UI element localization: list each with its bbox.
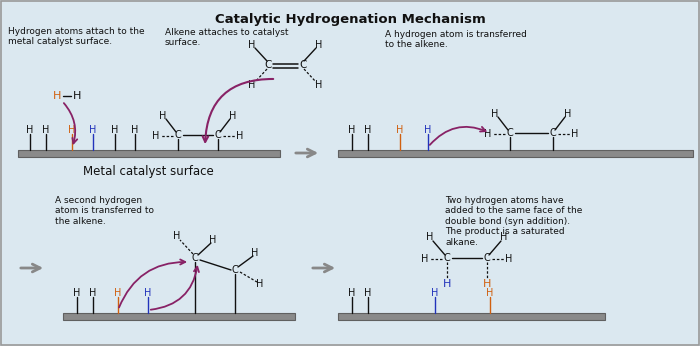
Text: H: H [90,125,97,135]
Text: A hydrogen atom is transferred
to the alkene.: A hydrogen atom is transferred to the al… [385,30,527,49]
Text: H: H [111,125,119,135]
Text: H: H [144,288,152,298]
Text: Hydrogen atoms attach to the
metal catalyst surface.: Hydrogen atoms attach to the metal catal… [8,27,145,46]
FancyArrowPatch shape [430,127,486,145]
Text: C: C [507,128,513,138]
Text: H: H [424,125,432,135]
Text: H: H [443,279,452,289]
Text: H: H [90,288,97,298]
Text: H: H [248,40,256,50]
Text: C: C [550,128,556,138]
Text: Two hydrogen atoms have
added to the same face of the
double bond (syn addition): Two hydrogen atoms have added to the sam… [445,196,582,247]
Text: H: H [73,91,81,101]
Text: H: H [483,279,491,289]
Text: C: C [444,253,450,263]
Text: H: H [315,80,323,90]
Text: H: H [364,288,372,298]
Text: H: H [132,125,139,135]
Text: H: H [421,254,428,264]
Text: Alkene attaches to catalyst
surface.: Alkene attaches to catalyst surface. [165,28,288,47]
Text: H: H [426,232,434,242]
FancyArrowPatch shape [150,267,199,310]
Text: H: H [396,125,404,135]
Text: C: C [192,253,198,263]
Text: Catalytic Hydrogenation Mechanism: Catalytic Hydrogenation Mechanism [215,13,485,26]
Text: H: H [571,129,579,139]
Text: H: H [153,131,160,141]
Text: H: H [491,109,498,119]
Text: H: H [248,80,256,90]
FancyArrowPatch shape [202,79,273,142]
Text: H: H [27,125,34,135]
Text: H: H [315,40,323,50]
Text: C: C [174,130,181,140]
Text: A second hydrogen
atom is transferred to
the alkene.: A second hydrogen atom is transferred to… [55,196,154,226]
Text: H: H [251,248,259,258]
Text: H: H [114,288,122,298]
Text: H: H [230,111,237,121]
Text: H: H [484,129,491,139]
FancyArrowPatch shape [64,103,77,143]
Text: C: C [232,265,239,275]
Text: C: C [300,60,307,70]
Bar [338,150,693,157]
Text: Metal catalyst surface: Metal catalyst surface [83,165,214,178]
Text: C: C [484,253,491,263]
Text: H: H [42,125,50,135]
Text: H: H [209,235,217,245]
Text: H: H [174,231,181,241]
Text: H: H [160,111,167,121]
Text: H: H [74,288,80,298]
Text: H: H [237,131,244,141]
Text: H: H [69,125,76,135]
Text: H: H [505,254,512,264]
Bar [338,313,605,320]
Bar [63,313,295,320]
Text: H: H [364,125,372,135]
Text: H: H [500,232,508,242]
Text: H: H [349,125,356,135]
Text: C: C [215,130,221,140]
Text: C: C [265,60,272,70]
Text: H: H [486,288,493,298]
Text: H: H [564,109,572,119]
Text: H: H [349,288,356,298]
Text: H: H [431,288,439,298]
FancyArrowPatch shape [119,260,186,308]
Text: H: H [52,91,61,101]
Bar [18,150,280,157]
Text: H: H [256,279,264,289]
